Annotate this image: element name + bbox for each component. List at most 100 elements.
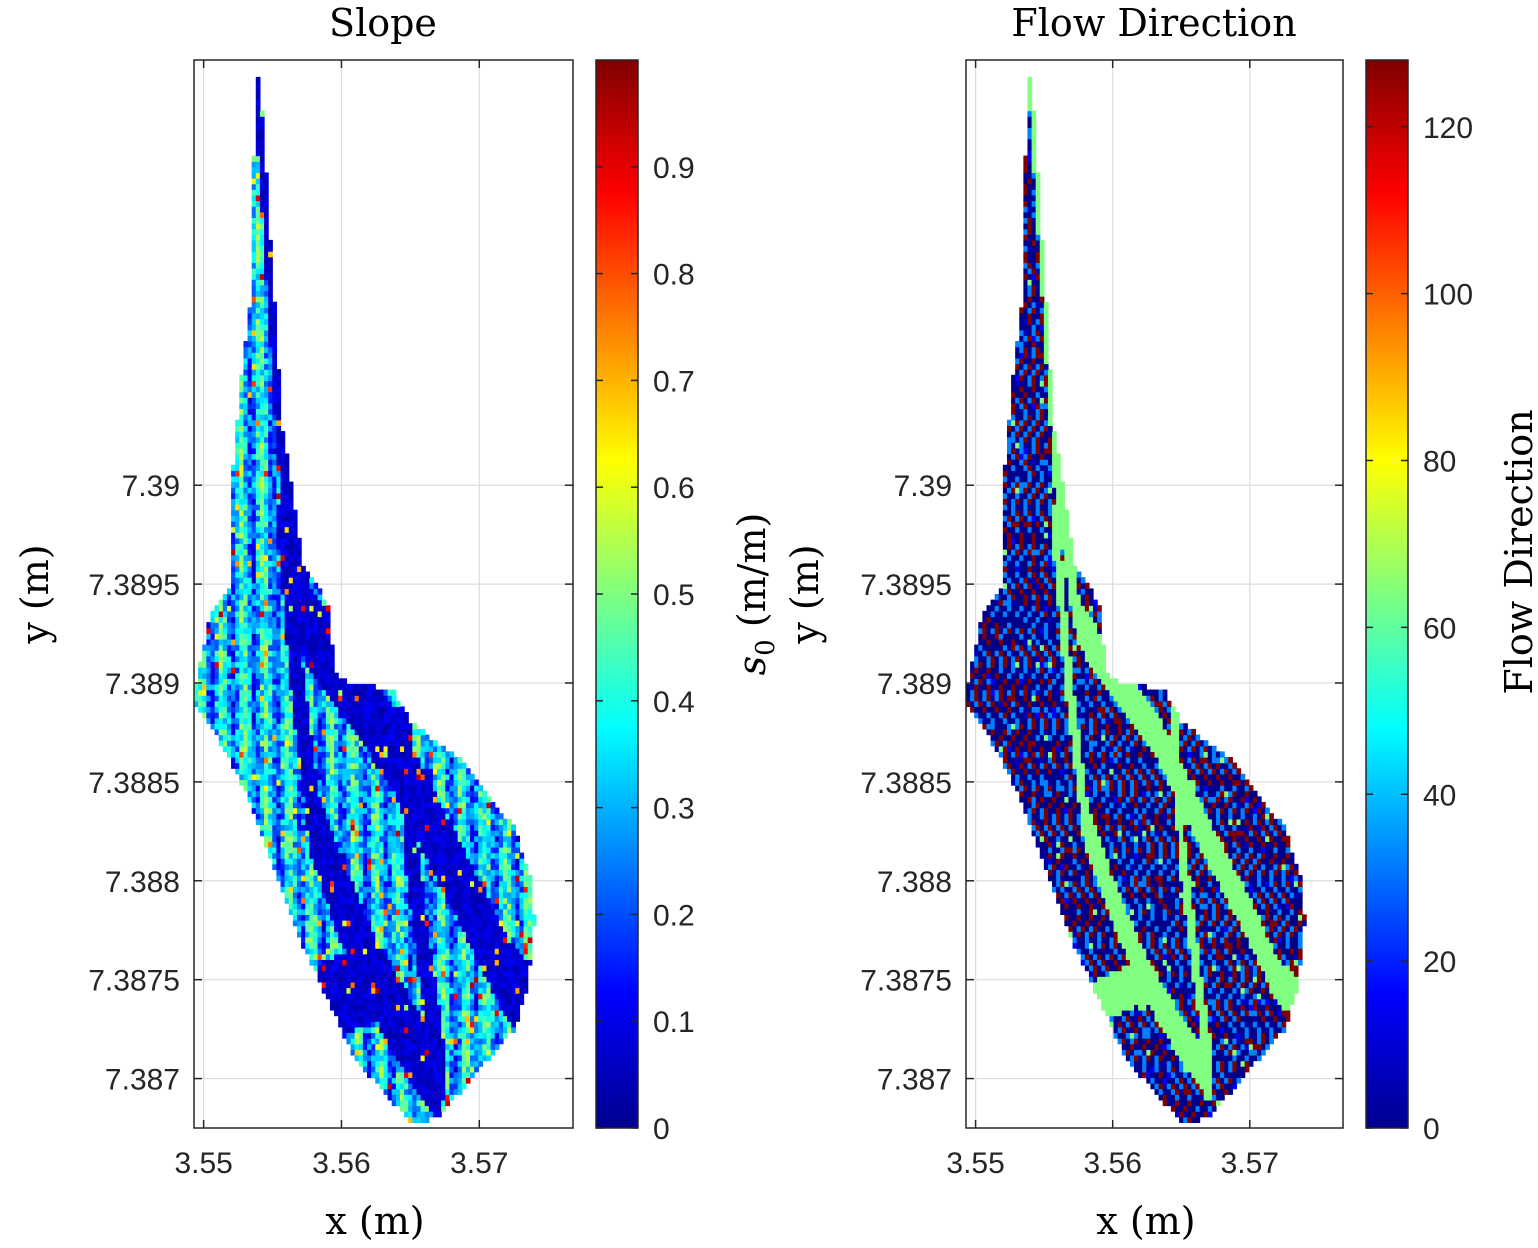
- heatmap-cell: [412, 987, 417, 993]
- heatmap-cell: [375, 959, 380, 965]
- heatmap-cell: [379, 987, 384, 993]
- heatmap-cell: [268, 628, 273, 634]
- heatmap-cell: [239, 403, 244, 409]
- heatmap-cell: [297, 622, 302, 628]
- heatmap-cell: [318, 723, 323, 729]
- heatmap-cell: [491, 886, 496, 892]
- heatmap-cell: [445, 993, 450, 999]
- heatmap-cell: [408, 898, 413, 904]
- heatmap-cell: [301, 779, 306, 785]
- heatmap-cell: [256, 616, 261, 622]
- heatmap-cell: [495, 920, 500, 926]
- heatmap-cell: [458, 898, 463, 904]
- heatmap-cell: [231, 701, 236, 707]
- heatmap-cell: [400, 1089, 405, 1095]
- heatmap-cell: [408, 836, 413, 842]
- heatmap-cell: [478, 1016, 483, 1022]
- heatmap-cell: [412, 841, 417, 847]
- heatmap-cell: [400, 757, 405, 763]
- heatmap-cell: [421, 976, 426, 982]
- heatmap-cell: [334, 875, 339, 881]
- heatmap-cell: [515, 858, 520, 864]
- heatmap-cell: [313, 763, 318, 769]
- heatmap-cell: [482, 1027, 487, 1033]
- heatmap-cell: [313, 611, 318, 617]
- heatmap-cell: [252, 532, 257, 538]
- heatmap-cell: [466, 914, 471, 920]
- heatmap-cell: [445, 1016, 450, 1022]
- heatmap-cell: [478, 898, 483, 904]
- heatmap-cell: [355, 864, 360, 870]
- heatmap-cell: [297, 858, 302, 864]
- heatmap-cell: [264, 684, 269, 690]
- heatmap-cell: [384, 774, 389, 780]
- heatmap-cell: [239, 594, 244, 600]
- heatmap-cell: [305, 661, 310, 667]
- heatmap-cell: [524, 971, 529, 977]
- heatmap-cell: [462, 954, 467, 960]
- heatmap-cell: [338, 898, 343, 904]
- heatmap-cell: [210, 650, 215, 656]
- heatmap-cell: [289, 735, 294, 741]
- heatmap-cell: [252, 386, 257, 392]
- heatmap-cell: [351, 976, 356, 982]
- heatmap-cell: [404, 999, 409, 1005]
- heatmap-cell: [384, 757, 389, 763]
- heatmap-cell: [351, 757, 356, 763]
- heatmap-cell: [421, 763, 426, 769]
- heatmap-cell: [256, 347, 261, 353]
- heatmap-cell: [396, 1077, 401, 1083]
- heatmap-cell: [400, 892, 405, 898]
- heatmap-cell: [342, 791, 347, 797]
- heatmap-cell: [355, 881, 360, 887]
- heatmap-cell: [396, 892, 401, 898]
- heatmap-cell: [252, 493, 257, 499]
- heatmap-cell: [276, 543, 281, 549]
- heatmap-cell: [215, 645, 220, 651]
- heatmap-cell: [248, 566, 253, 572]
- heatmap-cell: [355, 869, 360, 875]
- heatmap-cell: [260, 583, 265, 589]
- heatmap-cell: [367, 971, 372, 977]
- heatmap-cell: [289, 600, 294, 606]
- heatmap-cell: [264, 701, 269, 707]
- heatmap-cell: [231, 476, 236, 482]
- heatmap-cell: [351, 785, 356, 791]
- heatmap-cell: [276, 442, 281, 448]
- heatmap-cell: [404, 875, 409, 881]
- heatmap-cell: [272, 543, 277, 549]
- heatmap-cell: [400, 785, 405, 791]
- heatmap-cell: [276, 645, 281, 651]
- heatmap-cell: [375, 847, 380, 853]
- heatmap-cell: [318, 853, 323, 859]
- heatmap-cell: [454, 847, 459, 853]
- heatmap-cell: [268, 701, 273, 707]
- heatmap-cell: [322, 661, 327, 667]
- heatmap-cell: [388, 982, 393, 988]
- heatmap-cell: [256, 605, 261, 611]
- heatmap-cell: [322, 943, 327, 949]
- heatmap-cell: [256, 409, 261, 415]
- heatmap-cell: [495, 954, 500, 960]
- heatmap-cell: [272, 785, 277, 791]
- heatmap-cell: [404, 1038, 409, 1044]
- heatmap-cell: [379, 1055, 384, 1061]
- heatmap-cell: [392, 785, 397, 791]
- heatmap-cell: [388, 875, 393, 881]
- heatmap-cell: [375, 819, 380, 825]
- heatmap-cell: [264, 409, 269, 415]
- heatmap-cell: [252, 470, 257, 476]
- heatmap-cell: [396, 937, 401, 943]
- heatmap-cell: [441, 993, 446, 999]
- heatmap-cell: [404, 1106, 409, 1112]
- heatmap-cell: [511, 898, 516, 904]
- heatmap-cell: [416, 898, 421, 904]
- heatmap-cell: [285, 459, 290, 465]
- heatmap-cell: [478, 943, 483, 949]
- heatmap-cell: [371, 976, 376, 982]
- heatmap-cell: [421, 735, 426, 741]
- heatmap-cell: [466, 948, 471, 954]
- heatmap-cell: [243, 465, 248, 471]
- heatmap-cell: [470, 1055, 475, 1061]
- heatmap-cell: [289, 611, 294, 617]
